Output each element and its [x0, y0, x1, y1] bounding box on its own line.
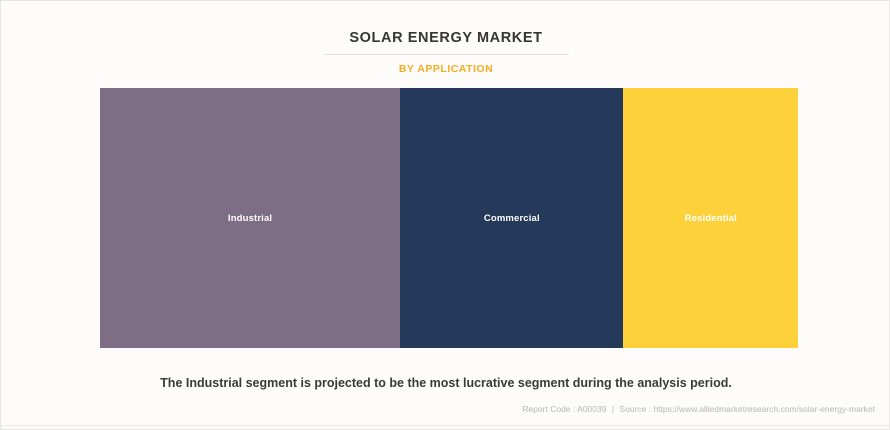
bar-segment-commercial[interactable]: Commercial: [400, 88, 624, 348]
page-title: SOLAR ENERGY MARKET: [349, 30, 543, 46]
chart-header: SOLAR ENERGY MARKET BY APPLICATION: [1, 29, 889, 75]
report-code: Report Code : A00039: [522, 404, 607, 414]
chart-footer: Report Code : A00039 | Source : https://…: [522, 404, 875, 415]
footer-separator: |: [611, 404, 615, 414]
chart-caption: The Industrial segment is projected to b…: [160, 376, 732, 390]
footer-divider: [1, 425, 889, 426]
bar-segment-label: Industrial: [227, 212, 273, 224]
stacked-bar-chart: Industrial Commercial Residential: [100, 88, 798, 348]
bar-segment-residential[interactable]: Residential: [623, 88, 798, 348]
bar-segment-label: Commercial: [483, 212, 540, 224]
chart-subtitle: BY APPLICATION: [398, 63, 494, 75]
source-link[interactable]: Source : https://www.alliedmarketresearc…: [619, 404, 875, 414]
bar-segment-label: Residential: [684, 212, 737, 224]
bar-segment-industrial[interactable]: Industrial: [100, 88, 401, 348]
title-divider: [323, 54, 569, 55]
